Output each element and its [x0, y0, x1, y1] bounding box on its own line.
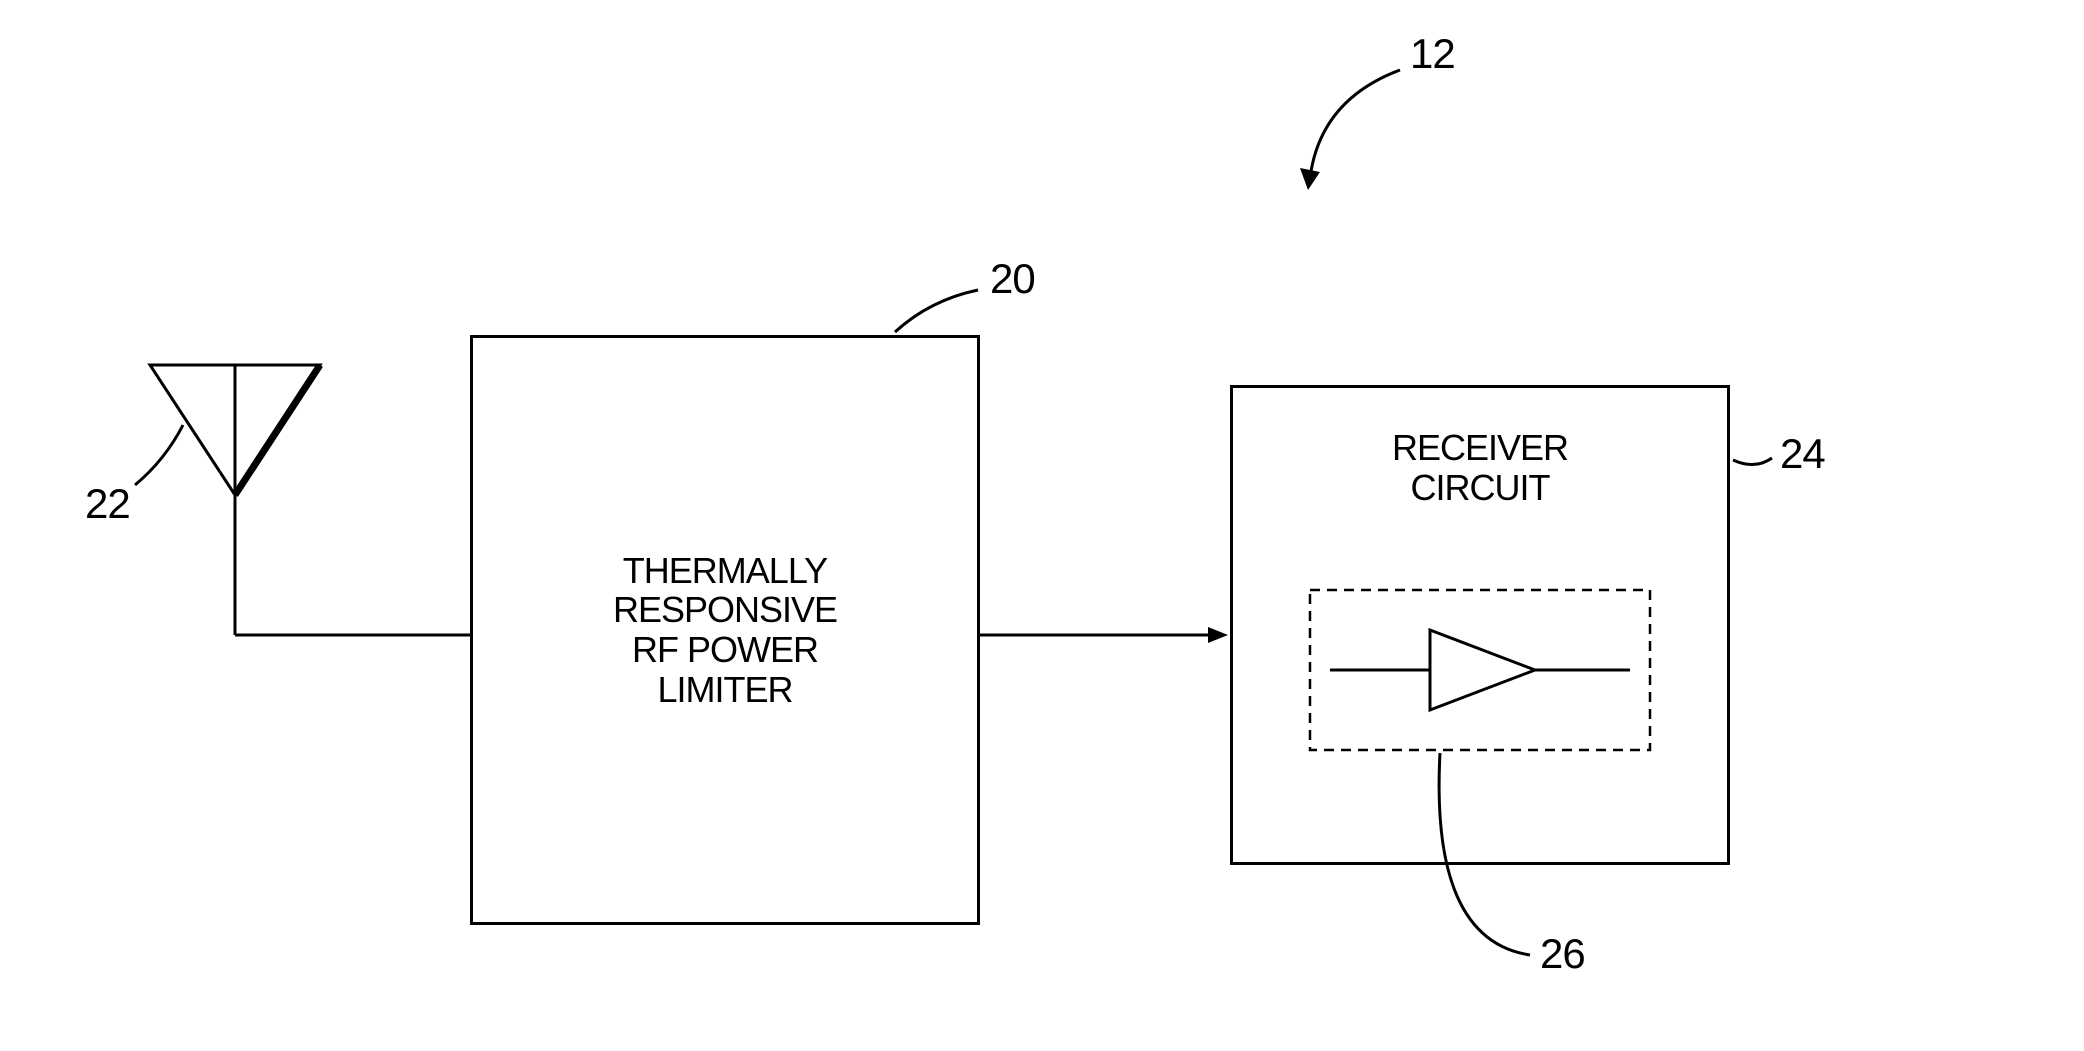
antenna-symbol — [150, 365, 320, 495]
limiter-block: THERMALLY RESPONSIVE RF POWER LIMITER — [470, 335, 980, 925]
ref-main: 12 — [1410, 30, 1455, 78]
leader-receiver — [1733, 458, 1772, 465]
limiter-label: THERMALLY RESPONSIVE RF POWER LIMITER — [613, 551, 837, 709]
receiver-block: RECEIVER CIRCUIT — [1230, 385, 1730, 865]
leader-antenna — [135, 425, 183, 485]
ref-antenna: 22 — [85, 480, 130, 528]
block-diagram: THERMALLY RESPONSIVE RF POWER LIMITER RE… — [0, 0, 2084, 1051]
receiver-title: RECEIVER CIRCUIT — [1392, 428, 1568, 507]
ref-receiver: 24 — [1780, 430, 1825, 478]
ref-limiter: 20 — [990, 255, 1035, 303]
leader-main — [1300, 70, 1400, 190]
diagram-lines — [0, 0, 2084, 1051]
ref-amplifier: 26 — [1540, 930, 1585, 978]
limiter-to-receiver-arrow — [980, 627, 1228, 643]
leader-limiter — [895, 290, 978, 332]
antenna-connection — [235, 495, 470, 635]
